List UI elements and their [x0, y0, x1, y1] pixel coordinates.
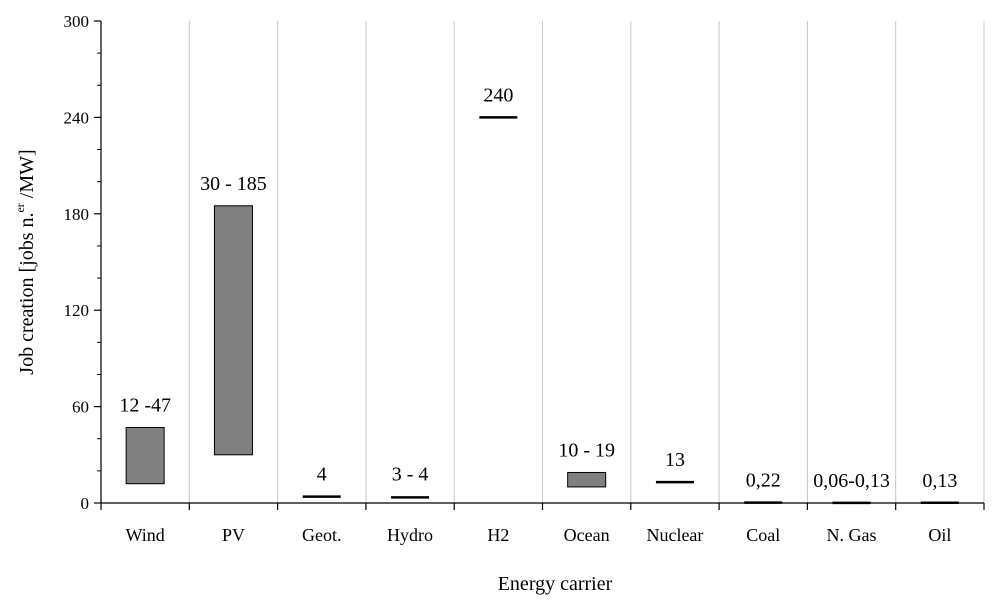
x-axis-title: Energy carrier [498, 573, 613, 595]
y-axis-title: Job creation [jobs n.er /MW] [13, 149, 38, 374]
data-label: 0,06-0,13 [813, 470, 890, 492]
data-label: 0,22 [746, 470, 781, 492]
category-label: H2 [487, 525, 509, 545]
category-label: N. Gas [827, 525, 877, 545]
category-label: Nuclear [646, 525, 703, 545]
labels-layer: 0 60 120 180 240 300 12 -47 Wind 30 - 185 PV 4 Geot… [64, 12, 958, 545]
grid-layer [188, 21, 985, 503]
data-label: 10 - 19 [558, 439, 615, 461]
category-label: Geot. [302, 525, 342, 545]
range-bar [567, 471, 607, 488]
y-axis-title-prefix: Job creation [jobs n. [16, 213, 38, 375]
category-label: Wind [126, 525, 165, 545]
y-tick-label: 60 [72, 398, 89, 417]
y-tick-label: 180 [64, 205, 90, 224]
bars-layer [125, 116, 959, 505]
category-label: Ocean [564, 525, 610, 545]
y-axis-title-suffix: /MW] [16, 149, 38, 203]
axes-layer [94, 20, 985, 510]
data-label: 240 [483, 84, 513, 106]
range-bar [125, 426, 165, 485]
category-label: Hydro [387, 525, 433, 545]
data-label: 13 [665, 449, 685, 471]
data-label: 30 - 185 [200, 173, 267, 195]
data-label: 12 -47 [119, 394, 171, 416]
data-label: 3 - 4 [392, 464, 429, 486]
category-label: PV [222, 525, 245, 545]
category-label: Oil [928, 525, 951, 545]
category-label: Coal [746, 525, 780, 545]
range-bar [213, 205, 253, 456]
y-axis-title-superscript: er [13, 203, 27, 212]
data-label: 4 [317, 464, 327, 486]
y-tick-label: 0 [81, 494, 90, 513]
data-label: 0,13 [922, 470, 957, 492]
y-tick-label: 120 [64, 301, 90, 320]
y-tick-label: 240 [64, 108, 90, 127]
y-tick-label: 300 [64, 12, 90, 31]
